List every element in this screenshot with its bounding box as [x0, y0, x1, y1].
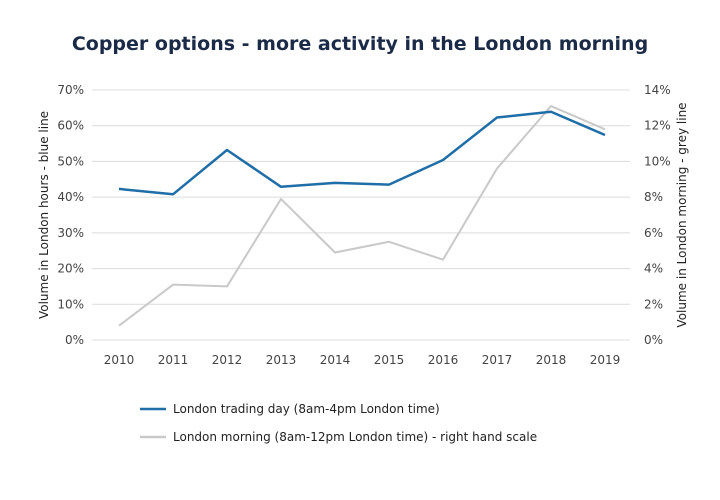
- y-tick-left: 30%: [57, 226, 84, 240]
- x-tick: 2018: [536, 353, 567, 367]
- y-tick-right: 4%: [644, 262, 663, 276]
- x-tick: 2015: [374, 353, 405, 367]
- y-tick-left: 10%: [57, 297, 84, 311]
- y-tick-left: 40%: [57, 190, 84, 204]
- x-tick: 2014: [320, 353, 351, 367]
- y-tick-left: 20%: [57, 262, 84, 276]
- x-tick: 2010: [104, 353, 135, 367]
- x-tick: 2019: [590, 353, 621, 367]
- x-tick: 2011: [158, 353, 189, 367]
- y-tick-right: 0%: [644, 333, 663, 347]
- chart-title: Copper options - more activity in the Lo…: [72, 33, 648, 55]
- y-tick-right: 6%: [644, 226, 663, 240]
- y-tick-right: 8%: [644, 190, 663, 204]
- series-line-london-morning: [118, 105, 606, 327]
- y-tick-left: 60%: [57, 119, 84, 133]
- legend: London trading day (8am-4pm London time)…: [140, 402, 537, 444]
- legend-label-morning: London morning (8am-12pm London time) - …: [173, 430, 537, 444]
- y-tick-left: 0%: [65, 333, 84, 347]
- legend-label-trading-day: London trading day (8am-4pm London time): [173, 402, 440, 416]
- y-tick-left: 50%: [57, 154, 84, 168]
- y-axis-label-right: Volume in London morning - grey line: [675, 102, 689, 327]
- y-tick-right: 14%: [644, 83, 671, 97]
- x-tick: 2016: [428, 353, 459, 367]
- y-axis-label-left: Volume in London hours - blue line: [37, 111, 51, 319]
- y-tick-right: 12%: [644, 119, 671, 133]
- y-tick-right: 2%: [644, 297, 663, 311]
- y-tick-left: 70%: [57, 83, 84, 97]
- x-tick: 2013: [266, 353, 297, 367]
- x-tick: 2012: [212, 353, 243, 367]
- y-tick-right: 10%: [644, 154, 671, 168]
- x-tick: 2017: [482, 353, 513, 367]
- series-line-london-trading-day: [118, 110, 606, 196]
